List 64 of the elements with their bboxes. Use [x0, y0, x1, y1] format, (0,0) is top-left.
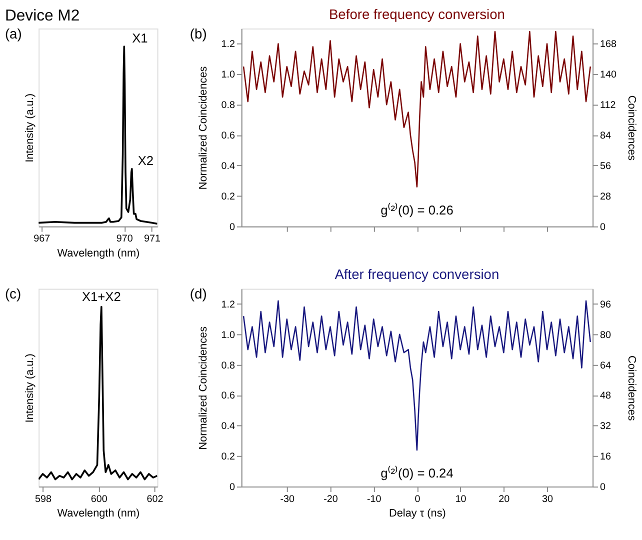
y2-tick-label: 84: [600, 130, 612, 142]
y2-tick-label: 64: [600, 360, 612, 372]
chart-title: Before frequency conversion: [328, 6, 505, 22]
y2-tick-label: 0: [600, 222, 606, 233]
y-axis-title: Normalized Coincidences: [197, 66, 210, 190]
annotation: X1+X2: [82, 288, 121, 304]
annotation: X1: [132, 30, 148, 46]
x-tick-label: 602: [146, 494, 164, 505]
x-tick-label: 970: [116, 234, 134, 245]
y-tick-label: 0.2: [221, 452, 235, 463]
y-tick-label: 1.2: [221, 39, 235, 50]
y-tick-label: 1.0: [221, 70, 236, 81]
y-tick-label: 0.4: [221, 160, 236, 172]
y2-tick-label: 28: [600, 191, 612, 202]
y2-tick-label: 112: [600, 100, 616, 112]
text: (c): [4, 286, 22, 302]
y2-tick-label: 96: [600, 299, 612, 310]
x-tick-label: 20: [498, 494, 510, 505]
x-tick-label: -10: [366, 494, 382, 505]
chart-title: Device M2: [4, 8, 80, 25]
text: (a): [4, 25, 22, 42]
y2-tick-label: 168: [600, 39, 617, 50]
x-axis-title: Wavelength (nm): [57, 508, 140, 520]
y2-tick-label: 140: [600, 70, 617, 81]
y-axis-title: Intensity (a.u.): [24, 354, 36, 423]
y-axis-title: Normalized Coincidences: [197, 326, 210, 450]
y-tick-label: 0.6: [221, 130, 236, 142]
y2-axis-title: Coincidences: [626, 355, 638, 422]
x-tick-label: 598: [35, 494, 52, 505]
x-tick-label: 600: [90, 494, 108, 505]
annotation: X2: [138, 152, 154, 168]
y-tick-label: 0.2: [221, 191, 235, 202]
y-tick-label: 0: [229, 222, 236, 233]
y-tick-label: 0.8: [221, 360, 236, 372]
y2-tick-label: 48: [600, 390, 612, 402]
x-axis-title: Wavelength (nm): [57, 248, 140, 260]
x-axis-title: Delay τ (ns): [389, 508, 446, 520]
x-tick-label: 30: [542, 494, 554, 505]
y2-axis-title: Coincidences: [626, 95, 638, 162]
x-tick-label: 10: [455, 494, 467, 505]
line-series: [242, 30, 592, 188]
x-tick-label: -20: [324, 494, 338, 505]
y-tick-label: 0: [229, 482, 236, 494]
annotation: g⁽²⁾(0) = 0.24: [380, 466, 454, 481]
y-axis-title: Intensity (a.u.): [24, 94, 36, 162]
text: (d): [190, 286, 207, 302]
y2-tick-label: 32: [600, 421, 611, 432]
y-tick-label: 0.8: [221, 100, 236, 112]
y-tick-label: 1.2: [221, 299, 235, 310]
x-tick-label: 0: [414, 494, 421, 505]
x-tick-label: 967: [34, 234, 50, 245]
y-tick-label: 1.0: [221, 330, 236, 341]
x-tick-label: -30: [280, 494, 296, 505]
text: (b): [190, 25, 207, 42]
y2-tick-label: 80: [600, 330, 612, 341]
y-tick-label: 0.6: [221, 390, 236, 402]
x-tick-label: 971: [144, 234, 161, 245]
y2-tick-label: 16: [600, 452, 612, 463]
line-series: [242, 300, 592, 451]
y-tick-label: 0.4: [221, 421, 236, 432]
y2-tick-label: 0: [600, 482, 606, 494]
chart-title: After frequency conversion: [334, 266, 500, 282]
annotation: g⁽²⁾(0) = 0.26: [380, 202, 454, 218]
y2-tick-label: 56: [600, 160, 612, 172]
